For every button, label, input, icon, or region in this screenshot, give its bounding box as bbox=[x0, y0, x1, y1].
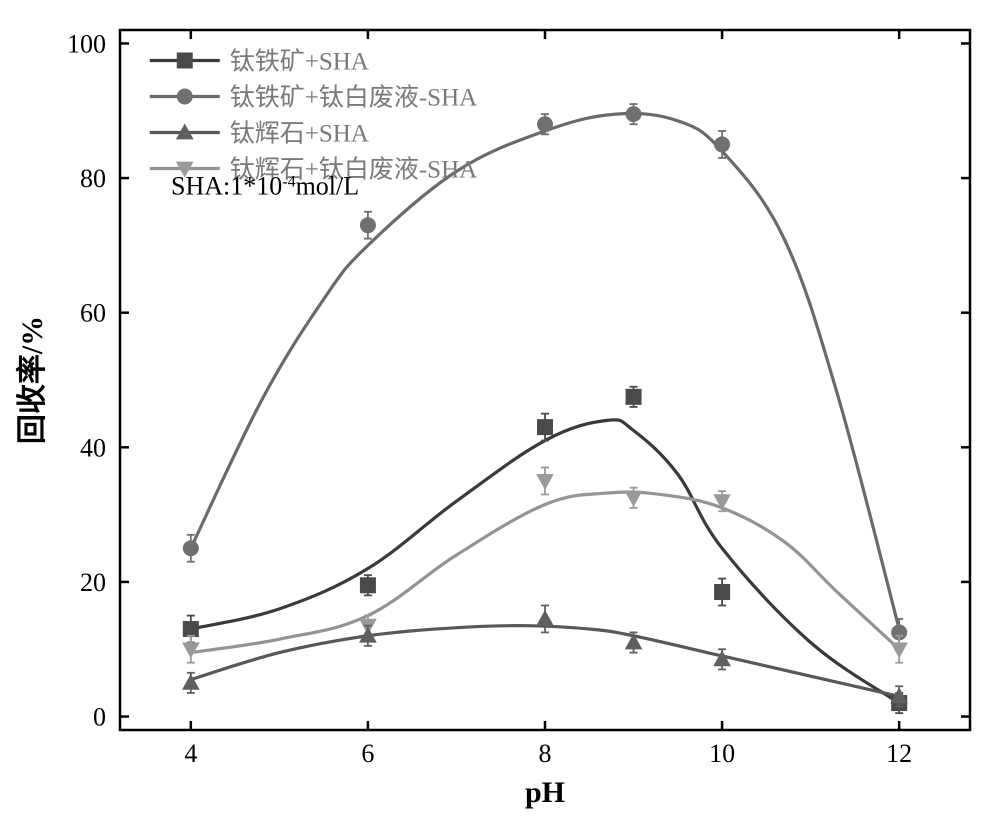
data-point bbox=[538, 117, 553, 132]
legend-item: 钛辉石+SHA bbox=[150, 120, 369, 148]
y-tick-label: 40 bbox=[80, 433, 106, 462]
series-markers-s3 bbox=[183, 605, 907, 706]
data-point bbox=[537, 475, 553, 489]
chart-svg: 4 6 8 10 12 0 20 40 60 80 100 pH 回收率/% 钛铁矿+SHA 钛铁矿+钛白废… bbox=[0, 0, 1000, 817]
data-point bbox=[183, 643, 199, 657]
x-tick-label: 10 bbox=[709, 739, 735, 768]
data-point bbox=[891, 643, 907, 657]
y-axis-label: 回收率/% bbox=[16, 316, 49, 444]
legend-item: 钛铁矿+SHA bbox=[150, 48, 369, 76]
legend: 钛铁矿+SHA钛铁矿+钛白废液-SHA钛辉石+SHA钛辉石+钛白废液-SHA bbox=[150, 48, 477, 184]
data-point bbox=[715, 585, 730, 600]
data-point bbox=[626, 491, 642, 505]
data-point bbox=[715, 137, 730, 152]
y-tick-label: 60 bbox=[80, 299, 106, 328]
x-tick-label: 8 bbox=[539, 739, 552, 768]
legend-item: 钛铁矿+钛白废液-SHA bbox=[150, 84, 477, 112]
data-point bbox=[537, 611, 553, 625]
chart-container: 4 6 8 10 12 0 20 40 60 80 100 pH 回收率/% 钛铁矿+SHA 钛铁矿+钛白废… bbox=[0, 0, 1000, 817]
data-point bbox=[360, 578, 375, 593]
x-axis-label: pH bbox=[525, 776, 565, 809]
y-tick-label: 100 bbox=[67, 29, 106, 58]
data-point bbox=[183, 622, 198, 637]
legend-marker bbox=[177, 53, 192, 68]
data-point bbox=[538, 420, 553, 435]
data-point bbox=[183, 541, 198, 556]
series-markers-s1 bbox=[183, 387, 906, 713]
legend-marker bbox=[177, 89, 192, 104]
legend-label: 钛铁矿+钛白废液-SHA bbox=[230, 84, 477, 112]
y-tick-label: 20 bbox=[80, 568, 106, 597]
data-point bbox=[626, 389, 641, 404]
series-line bbox=[191, 420, 899, 703]
x-tick-label: 12 bbox=[886, 739, 912, 768]
data-point bbox=[626, 107, 641, 122]
legend-label: 钛辉石+SHA bbox=[230, 120, 369, 148]
series-s1 bbox=[191, 420, 899, 703]
x-tick-label: 6 bbox=[361, 739, 374, 768]
annotation-sha: SHA:1*10-4mol/L bbox=[171, 172, 359, 201]
data-point bbox=[360, 218, 375, 233]
x-tick-label: 4 bbox=[184, 739, 197, 768]
y-tick-label: 80 bbox=[80, 164, 106, 193]
legend-label: 钛铁矿+SHA bbox=[230, 48, 369, 76]
y-tick-label: 0 bbox=[93, 703, 106, 732]
